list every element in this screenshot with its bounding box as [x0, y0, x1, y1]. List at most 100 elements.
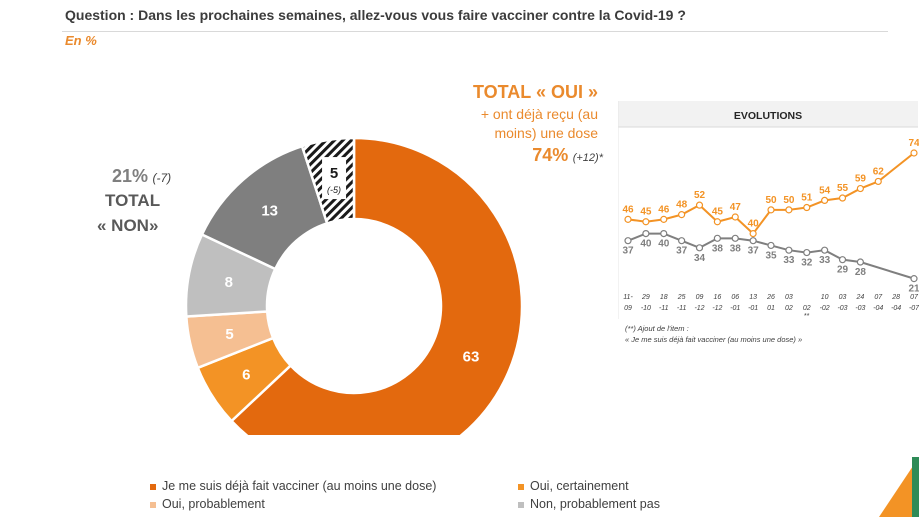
x-tick-label: 02 [785, 305, 793, 312]
series-point [838, 194, 847, 202]
data-label: 50 [765, 195, 777, 206]
series-point [767, 241, 775, 250]
series-point [785, 206, 793, 214]
total-non-value-row: 21% (-7) [112, 166, 171, 187]
x-tick-label: 02 [803, 305, 811, 312]
x-tick-label: 16 [713, 294, 721, 301]
slice-deja-vaccine [229, 136, 524, 435]
x-tick-label: 11- [623, 294, 633, 301]
legend-item-oui-probablement: Oui, probablement [150, 497, 265, 511]
x-tick-label: -02 [820, 305, 830, 312]
x-tick-label: 18 [660, 294, 668, 301]
data-label: 45 [640, 207, 652, 218]
series-point [678, 237, 686, 245]
data-label: 29 [837, 265, 849, 276]
data-label: 46 [622, 204, 634, 215]
series-point [624, 237, 632, 245]
legend-label: Non, probablement pas [530, 497, 660, 511]
x-tick-label: 10 [821, 294, 829, 301]
slice-label: 63 [463, 349, 480, 366]
x-tick-label: -10 [641, 305, 651, 312]
x-tick-label: -03 [837, 305, 847, 312]
corner-decoration [879, 457, 919, 517]
legend-item-oui-certainement: Oui, certainement [518, 479, 629, 493]
total-oui-title: TOTAL « OUI » [472, 82, 598, 102]
legend-swatch [518, 501, 524, 508]
total-oui-value-row: 74% (+12)* [448, 145, 603, 166]
series-point [856, 258, 864, 266]
evolutions-header-bg [618, 101, 918, 127]
legend-label: Je me suis déjà fait vacciner (au moins … [162, 479, 437, 493]
series-point [624, 215, 632, 223]
total-non-line1: TOTAL [105, 191, 161, 210]
series-point [713, 218, 721, 226]
data-label: 21 [908, 284, 919, 295]
legend-swatch [518, 483, 524, 490]
series-point [678, 211, 686, 219]
data-label: 74 [908, 138, 919, 149]
x-tick-label: 09 [624, 305, 632, 312]
x-tick-label: 29 [641, 294, 650, 301]
data-label: 59 [855, 174, 867, 185]
footnote-line2: « Je me suis déjà fait vacciner (au moin… [625, 335, 803, 344]
x-tick-label: 01 [767, 305, 775, 312]
series-point [749, 229, 757, 238]
series-point [821, 196, 829, 205]
x-tick-label: 09 [696, 294, 704, 301]
legend-swatch [150, 483, 156, 490]
series-point [642, 229, 650, 238]
series-point [910, 149, 918, 157]
data-label: 28 [855, 267, 867, 278]
x-tick-label: -11 [659, 305, 669, 312]
data-label: 52 [694, 190, 706, 201]
data-label: 32 [801, 258, 813, 269]
question-title: Question : Dans les prochaines semaines,… [65, 7, 686, 23]
x-tick-label: -11 [677, 305, 687, 312]
data-label: 33 [783, 255, 795, 266]
slice-sublabel: (-5) [327, 185, 341, 195]
series-point [910, 275, 918, 283]
data-label: 33 [819, 255, 831, 266]
x-tick-label: 26 [766, 294, 775, 301]
data-label: 37 [676, 246, 688, 257]
header-divider [62, 31, 888, 32]
data-label: 38 [712, 243, 724, 254]
x-tick-label: -03 [855, 305, 865, 312]
slice-label: 5 [225, 326, 233, 343]
x-tick-label: 03 [839, 294, 847, 301]
data-label: 34 [694, 253, 706, 264]
series-point [874, 177, 882, 186]
slice-label: 8 [225, 274, 233, 291]
data-label: 46 [658, 204, 670, 215]
slice-label: 5 [330, 165, 338, 182]
series-point [642, 218, 650, 226]
legend-swatch [150, 501, 156, 508]
total-oui-line1: + ont déjà reçu (au [480, 106, 598, 122]
data-label: 38 [730, 243, 742, 254]
data-label: 54 [819, 185, 831, 196]
series-point [731, 213, 739, 221]
unit-label: En % [65, 33, 97, 48]
x-tick-extra: ** [804, 313, 810, 320]
total-non-line2: « NON» [97, 216, 159, 235]
series-point [785, 246, 793, 254]
data-label: 40 [658, 239, 670, 250]
x-tick-label: 03 [785, 294, 793, 301]
total-oui-change: (+12)* [572, 152, 603, 164]
legend-item-deja-vaccine: Je me suis déjà fait vacciner (au moins … [150, 479, 436, 493]
data-label: 37 [622, 246, 634, 257]
evolutions-title: EVOLUTIONS [734, 110, 802, 122]
series-point [856, 184, 864, 193]
data-label: 62 [873, 166, 885, 177]
data-label: 55 [837, 183, 849, 194]
x-tick-label: -12 [712, 305, 722, 312]
x-tick-label: 07 [910, 294, 919, 301]
series-point [803, 248, 811, 257]
series-point [838, 256, 847, 264]
series-line-oui [627, 152, 915, 236]
x-tick-label: 28 [891, 294, 900, 301]
slice-label: 13 [261, 202, 278, 219]
x-tick-label: 13 [749, 294, 757, 301]
total-oui-value: 74% [532, 145, 569, 165]
series-point [749, 237, 757, 245]
